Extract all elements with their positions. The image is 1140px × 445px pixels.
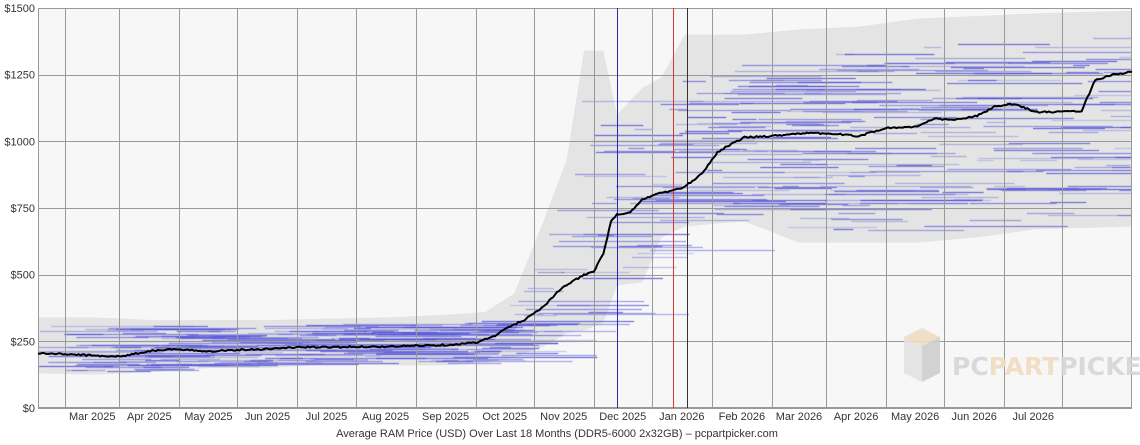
y-tick-label: $1250 (4, 70, 35, 82)
x-tick-label: Jul 2025 (306, 411, 348, 423)
watermark-text-part: PART (989, 352, 1060, 381)
x-tick-label: Mar 2025 (69, 411, 115, 423)
x-tick-label: Apr 2026 (834, 411, 879, 423)
watermark-logo-icon (904, 328, 940, 382)
y-tick-label: $0 (23, 403, 35, 415)
x-tick-label: Oct 2025 (482, 411, 527, 423)
y-tick-label: $750 (11, 203, 35, 215)
x-tick-label: Feb 2026 (719, 411, 765, 423)
x-tick-label: Jul 2026 (1012, 411, 1054, 423)
y-axis-labels: $0 $250 $500 $750 $1000 $1250 $1500 (4, 3, 35, 415)
y-tick-label: $1500 (4, 3, 35, 15)
x-tick-label: Jan 2026 (659, 411, 704, 423)
x-tick-label: Nov 2025 (540, 411, 587, 423)
x-tick-label: Apr 2025 (127, 411, 172, 423)
y-tick-label: $1000 (4, 136, 35, 148)
x-tick-label: Mar 2026 (776, 411, 822, 423)
retailer-price-lines (38, 37, 1132, 373)
average-price-series (37, 70, 1133, 358)
average-price-line (37, 70, 1133, 358)
x-tick-label: Aug 2025 (362, 411, 409, 423)
watermark: PCPARTPICKER (904, 328, 1140, 382)
watermark-text-picker: PICKER (1059, 352, 1140, 381)
svg-text:PCPARTPICKER: PCPARTPICKER (952, 352, 1140, 381)
x-tick-label: Jun 2026 (952, 411, 997, 423)
watermark-text-pc: PC (952, 352, 989, 381)
y-tick-label: $250 (11, 336, 35, 348)
x-axis-labels: Mar 2025 Apr 2025 May 2025 Jun 2025 Jul 2025… (69, 411, 1054, 423)
x-tick-label: Jun 2025 (245, 411, 290, 423)
chart-caption: Average RAM Price (USD) Over Last 18 Mon… (336, 428, 778, 440)
x-tick-label: Sep 2025 (422, 411, 469, 423)
x-tick-label: May 2025 (184, 411, 232, 423)
date-markers (617, 8, 688, 408)
x-tick-label: Dec 2025 (599, 411, 646, 423)
plot-border (38, 8, 1132, 408)
x-tick-label: May 2026 (891, 411, 939, 423)
y-tick-label: $500 (11, 270, 35, 282)
grid (38, 8, 1132, 409)
